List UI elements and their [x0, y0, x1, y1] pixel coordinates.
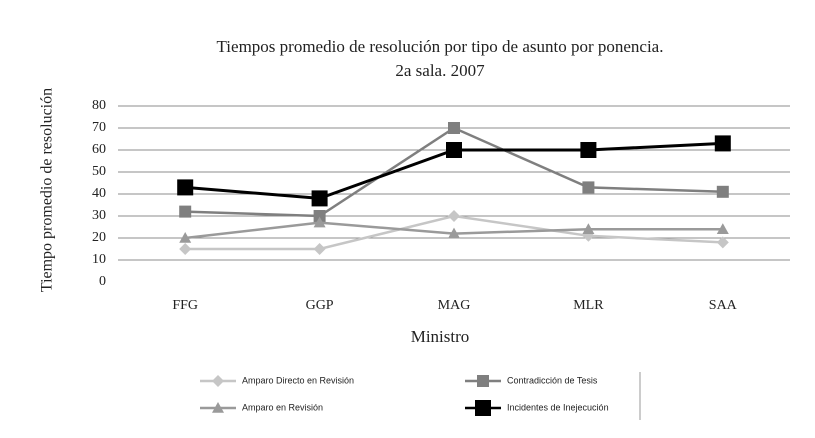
- y-tick-label: 30: [92, 208, 106, 223]
- legend-label: Amparo Directo en Revisión: [242, 375, 354, 385]
- x-tick-label: MAG: [438, 298, 471, 313]
- y-tick-label: 40: [92, 186, 106, 201]
- marker: [448, 210, 460, 222]
- x-axis-label: Ministro: [411, 327, 470, 346]
- y-axis-label: Tiempo promedio de resolución: [39, 88, 56, 292]
- legend-label: Amparo en Revisión: [242, 402, 323, 412]
- marker: [179, 205, 192, 218]
- marker: [212, 375, 224, 387]
- y-tick-label: 0: [99, 274, 106, 289]
- y-tick-label: 80: [92, 98, 106, 113]
- marker: [179, 243, 192, 255]
- marker: [179, 232, 192, 243]
- y-tick-label: 50: [92, 164, 106, 179]
- y-tick-label: 10: [92, 252, 106, 267]
- marker: [580, 142, 597, 158]
- marker: [477, 375, 489, 387]
- marker: [714, 135, 731, 152]
- x-tick-label: MLR: [573, 298, 604, 313]
- y-tick-label: 70: [92, 120, 106, 135]
- chart-title: Tiempos promedio de resolución por tipo …: [217, 37, 664, 56]
- marker: [212, 402, 224, 413]
- marker: [313, 243, 326, 255]
- y-tick-label: 20: [92, 230, 106, 245]
- y-tick-label: 60: [92, 142, 106, 157]
- marker: [582, 223, 595, 234]
- marker: [177, 179, 194, 196]
- marker: [582, 181, 595, 194]
- x-tick-label: GGP: [306, 298, 334, 313]
- chart-subtitle: 2a sala. 2007: [395, 61, 485, 80]
- marker: [313, 216, 326, 228]
- marker: [475, 400, 491, 416]
- marker: [448, 122, 460, 134]
- marker: [446, 142, 462, 158]
- legend-label: Contradicción de Tesis: [507, 375, 598, 385]
- marker: [311, 190, 328, 207]
- marker: [716, 236, 729, 249]
- x-tick-label: SAA: [709, 298, 738, 313]
- legend-label: Incidentes de Inejecución: [507, 402, 609, 412]
- marker: [313, 210, 326, 222]
- marker: [716, 223, 729, 234]
- x-tick-label: FFG: [172, 298, 198, 313]
- marker: [448, 227, 460, 239]
- marker: [716, 185, 729, 198]
